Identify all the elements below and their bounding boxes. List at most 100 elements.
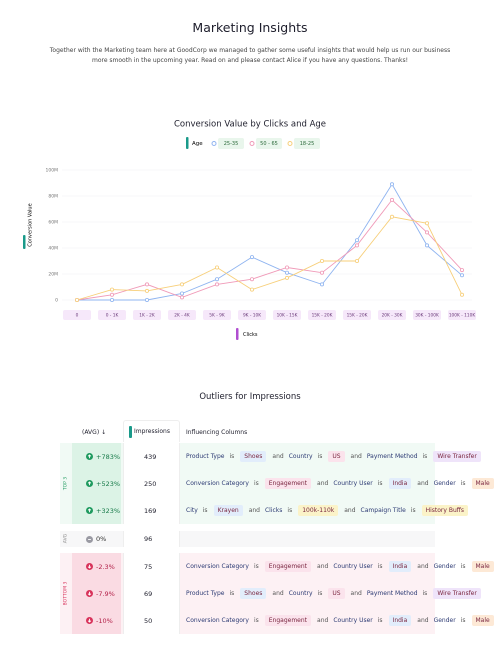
point <box>144 297 149 302</box>
chart: Conversion Value by Clicks and Age Age 25… <box>23 120 476 340</box>
point <box>284 275 289 280</box>
connector: is <box>202 507 208 514</box>
change-cell: +323% <box>72 497 121 524</box>
x-tick-chip <box>413 310 441 320</box>
legend-swatch <box>287 141 293 146</box>
point <box>214 282 219 287</box>
value-chip: Male <box>471 478 494 489</box>
conditions-cell: Product Type is Shoes and Country is US and Paym… <box>184 580 481 607</box>
column-header: Impressions <box>123 420 180 442</box>
value-chip: India <box>388 478 412 489</box>
connector: and <box>248 507 260 514</box>
point <box>459 292 464 297</box>
x-tick-label: 10K - 15K <box>277 313 298 319</box>
connector: and <box>417 563 429 570</box>
series-line <box>76 199 463 301</box>
column-name: City <box>186 507 198 514</box>
connector: is <box>410 507 416 514</box>
icon-glyph <box>87 618 92 623</box>
value-chip: 100k-110k <box>298 505 339 516</box>
point <box>249 277 254 282</box>
conditions-cell: Conversion Category is Engagement and Countr… <box>184 607 494 634</box>
value-chip: Shoes <box>240 451 267 462</box>
column-name: Campaign Title <box>360 507 406 514</box>
column-name: Country User <box>333 617 373 624</box>
column-name: Country <box>288 453 313 460</box>
point <box>179 291 184 296</box>
column-name: Payment Method <box>366 590 418 597</box>
point <box>110 287 115 292</box>
point <box>319 282 324 287</box>
value-chip: Engagement <box>264 615 312 626</box>
icon-glyph <box>87 591 92 596</box>
y-tick-label: 80M <box>48 194 58 200</box>
point <box>354 258 359 263</box>
change-cell: 0% <box>72 531 121 547</box>
column-name: Gender <box>433 617 456 624</box>
trend-icon <box>86 590 93 597</box>
value-chip: Wire Transfer <box>433 451 481 462</box>
icon-glyph <box>87 564 92 569</box>
y-axis-label: Conversion Value <box>28 203 34 246</box>
connector: and <box>317 480 329 487</box>
axis-marker <box>236 328 239 340</box>
connector: is <box>317 590 323 597</box>
x-tick-label: 15K - 20K <box>347 313 368 319</box>
connector: is <box>422 590 428 597</box>
axis-marker <box>23 235 26 249</box>
x-tick-chip <box>273 310 301 320</box>
impressions-cell: 250 <box>123 470 180 497</box>
connector: is <box>229 590 235 597</box>
column-header-text: Impressions <box>134 428 170 435</box>
trend-icon <box>86 453 93 460</box>
connector: is <box>253 480 259 487</box>
change-cell: +523% <box>72 470 121 497</box>
table-title: Outliers for Impressions <box>199 392 301 402</box>
point <box>459 273 464 278</box>
conditions-cell: City is Krayen and Clicks is 100k-110k and Campa… <box>184 497 469 524</box>
impressions-cell: 439 <box>123 443 180 470</box>
column-name: Conversion Category <box>186 563 249 570</box>
column-name: Gender <box>433 563 456 570</box>
connector: is <box>253 617 259 624</box>
group-label: TOP 3 <box>63 476 69 490</box>
column-header: Influencing Columns <box>186 428 248 436</box>
change-value: -10% <box>96 616 113 625</box>
connector: and <box>417 617 429 624</box>
column-header: (AVG) ↓ <box>82 428 107 436</box>
impressions-cell: 50 <box>123 607 180 634</box>
connector: is <box>377 563 383 570</box>
y-tick-label: 0 <box>55 298 58 304</box>
point <box>354 243 359 248</box>
legend-marker <box>186 137 189 149</box>
value-chip: Engagement <box>264 561 312 572</box>
connector: is <box>317 453 323 460</box>
point <box>459 268 464 273</box>
point <box>110 297 115 302</box>
x-tick-chip <box>308 310 336 320</box>
change-value: +323% <box>96 506 121 515</box>
legend-swatch <box>211 141 217 146</box>
connector: and <box>350 453 362 460</box>
x-tick-chip <box>133 310 161 320</box>
impressions-cell: 75 <box>123 553 180 580</box>
change-value: +523% <box>96 479 121 488</box>
change-cell: -7.9% <box>72 580 121 607</box>
icon-glyph <box>87 454 92 459</box>
connector: and <box>272 590 284 597</box>
column-name: Country <box>288 590 313 597</box>
point <box>389 214 394 219</box>
change-cell: -10% <box>72 607 121 634</box>
y-tick-label: 60M <box>48 220 58 226</box>
point <box>144 288 149 293</box>
point <box>144 282 149 287</box>
connector: is <box>460 480 466 487</box>
point <box>424 221 429 226</box>
x-tick-label: 9K - 10K <box>243 313 261 319</box>
point <box>110 292 115 297</box>
change-value: +783% <box>96 452 121 461</box>
point <box>389 197 394 202</box>
value-chip: Male <box>471 615 494 626</box>
y-tick-label: 40M <box>48 246 58 252</box>
